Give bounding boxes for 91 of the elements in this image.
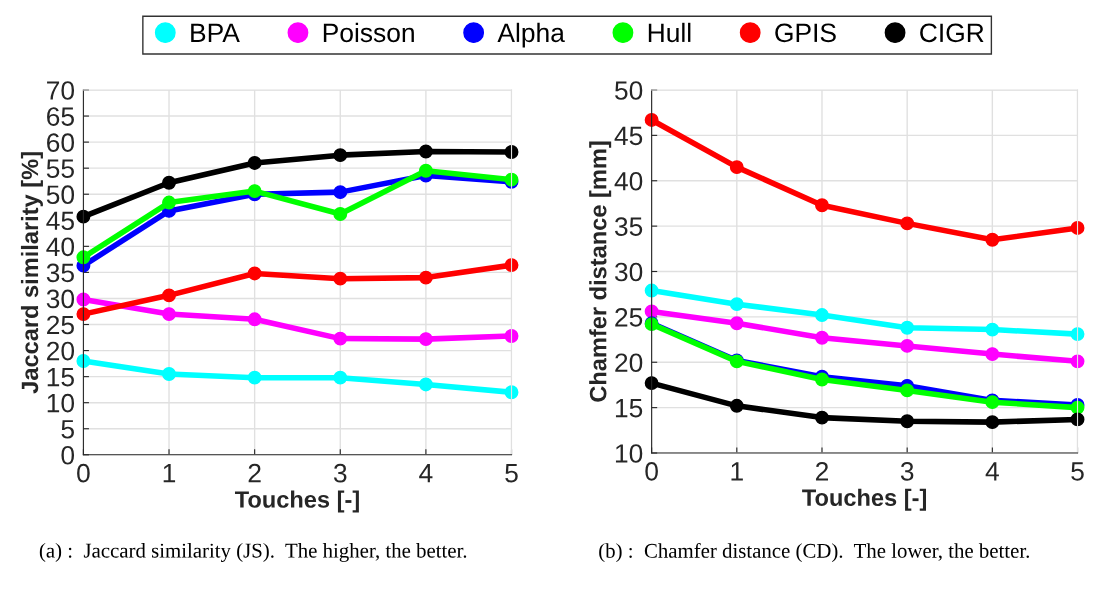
legend-label: GPIS [775,23,836,43]
y-tick-label: 15 [47,368,74,387]
point [247,312,262,327]
x-tick-label: 3 [333,463,347,483]
y-tick-label: 65 [47,107,74,126]
y-tick-label: 70 [47,81,75,100]
point [333,271,348,286]
point [333,207,348,221]
y-tick-label: 5 [61,420,74,439]
point [815,198,829,213]
point [247,156,262,170]
legend-label: Alpha [497,22,565,48]
point [729,398,744,413]
point [985,347,1000,362]
legend-label: BPA [191,23,240,42]
legend-label: Poisson [323,22,414,43]
point [418,332,433,347]
y-tick-label: 25 [615,308,643,327]
point [985,232,1000,247]
x-axis-title: Touches [-] [234,490,359,513]
point [900,216,915,231]
point [76,292,91,307]
point [418,144,433,159]
legend-label: Hull [648,22,691,43]
y-tick-label: 60 [47,133,75,152]
point [162,307,176,322]
point [162,288,176,303]
y-axis-title: Chamfer distance [mm] [589,141,612,402]
point [418,163,433,178]
point [815,410,829,425]
point [333,370,348,385]
text: (b) : Chamfer distance (CD). The lower, the better. [599,543,1029,563]
x-tick-label: 5 [1071,462,1084,481]
point [504,329,519,343]
point [900,414,915,429]
x-tick-label: 4 [419,464,433,483]
point [162,367,176,381]
point [900,338,915,353]
point [76,307,91,322]
point [162,195,176,210]
y-tick-label: 40 [46,237,75,257]
text: (a) : Jaccard similarity (JS). The higher, the better. [39,543,467,562]
x-tick-label: 4 [985,462,999,481]
point [729,160,744,175]
y-tick-label: 40 [614,171,643,191]
x-tick-label: 2 [815,462,828,481]
point [418,377,433,392]
y-tick-label: 55 [46,159,74,178]
y-axis-title: Jaccard similarity [%] [20,152,43,394]
point [729,297,744,312]
point [985,415,1000,430]
x-tick-label: 1 [731,462,743,481]
point [729,316,744,331]
y-tick-label: 30 [614,262,643,282]
y-tick-label: 50 [615,81,643,100]
x-tick-label: 0 [645,462,658,481]
x-tick-label: 0 [77,463,90,483]
point [815,330,829,345]
legend-label: CIGR [920,23,984,43]
y-tick-label: 30 [46,289,75,309]
point [333,331,348,346]
x-tick-label: 3 [900,462,914,481]
x-tick-label: 1 [163,464,176,483]
y-tick-label: 45 [46,211,74,231]
y-tick-label: 0 [61,445,75,465]
y-tick-label: 45 [614,126,643,146]
point [333,148,348,163]
point [985,322,1000,337]
point [418,270,433,285]
point [76,209,91,224]
y-tick-label: 10 [47,393,75,413]
point [815,308,829,323]
point [247,370,262,385]
y-tick-label: 35 [46,263,74,283]
y-tick-label: 50 [46,185,75,205]
y-tick-label: 35 [614,217,643,236]
point [162,175,176,190]
x-tick-label: 5 [505,464,518,483]
point [504,145,519,159]
point [247,266,262,281]
y-tick-label: 20 [47,341,75,361]
x-tick-label: 2 [248,463,261,483]
y-tick-label: 25 [47,315,74,335]
point [900,383,915,398]
y-tick-label: 15 [615,399,643,418]
point [644,113,659,127]
y-tick-label: 20 [615,353,643,373]
point [333,185,348,200]
point [900,320,915,335]
x-axis-title: Touches [-] [802,488,927,511]
y-tick-label: 10 [615,444,643,463]
